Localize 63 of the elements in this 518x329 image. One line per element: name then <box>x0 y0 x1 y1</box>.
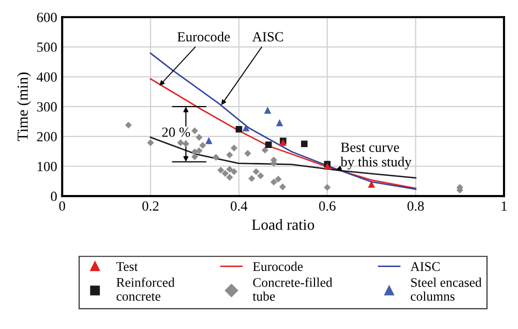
point <box>270 178 278 186</box>
y-tick-label: 100 <box>38 162 57 172</box>
point <box>257 172 264 180</box>
point <box>230 168 238 176</box>
point <box>230 144 238 152</box>
point <box>205 137 212 144</box>
x-tick-label: 0.6 <box>319 201 336 211</box>
point <box>262 146 268 154</box>
point <box>248 175 256 182</box>
line-series <box>150 78 416 190</box>
point <box>226 166 234 173</box>
point <box>276 119 284 126</box>
y-tick-label: 600 <box>37 12 57 22</box>
point <box>191 127 198 134</box>
line-series <box>150 136 416 179</box>
point <box>324 162 331 170</box>
y-tick-label: 200 <box>37 132 57 142</box>
point <box>265 142 272 148</box>
point <box>324 184 331 191</box>
legend-label: Eurocode <box>252 262 303 272</box>
point <box>212 154 220 161</box>
x-tick-label: 0.2 <box>142 201 158 211</box>
point <box>226 152 234 158</box>
point <box>236 126 242 133</box>
x-tick-label: 0.8 <box>407 201 424 211</box>
point <box>264 106 272 114</box>
point <box>222 170 229 177</box>
y-tick-label: 400 <box>36 72 57 82</box>
point <box>242 124 250 132</box>
y-tick-label: 0 <box>50 192 57 202</box>
point <box>252 168 260 176</box>
legend-label: AISC <box>410 262 440 272</box>
point <box>368 180 375 188</box>
point <box>125 122 132 128</box>
y-tick-label: 500 <box>37 42 57 52</box>
point <box>274 176 282 182</box>
point <box>196 134 203 141</box>
annotation: 20 % <box>162 128 190 137</box>
line-series <box>150 52 416 190</box>
point <box>199 142 206 149</box>
x-tick-label: 0.4 <box>230 201 248 211</box>
point <box>196 147 203 154</box>
legend-label: Reinforced concrete <box>116 278 175 301</box>
x-tick-label: 1 <box>502 201 507 211</box>
annotation: AISC <box>252 32 284 42</box>
point <box>226 174 234 181</box>
point <box>244 150 252 157</box>
point <box>217 166 224 174</box>
point <box>182 140 190 148</box>
annotation: Best curve by this study <box>340 142 412 170</box>
x-axis-title: Load ratio <box>252 219 314 230</box>
point <box>301 140 308 148</box>
y-axis-title: Time (min) <box>17 72 31 142</box>
legend-label: Test <box>116 262 138 272</box>
y-tick-label: 300 <box>37 102 57 112</box>
point <box>279 183 286 190</box>
legend-label: Concrete-filled tube <box>252 278 332 301</box>
annotation: Eurocode <box>177 32 230 42</box>
point <box>177 139 184 146</box>
point <box>147 139 154 146</box>
x-tick-label: 0 <box>59 201 66 211</box>
point <box>191 153 198 160</box>
legend-label: Steel encased columns <box>410 278 482 301</box>
